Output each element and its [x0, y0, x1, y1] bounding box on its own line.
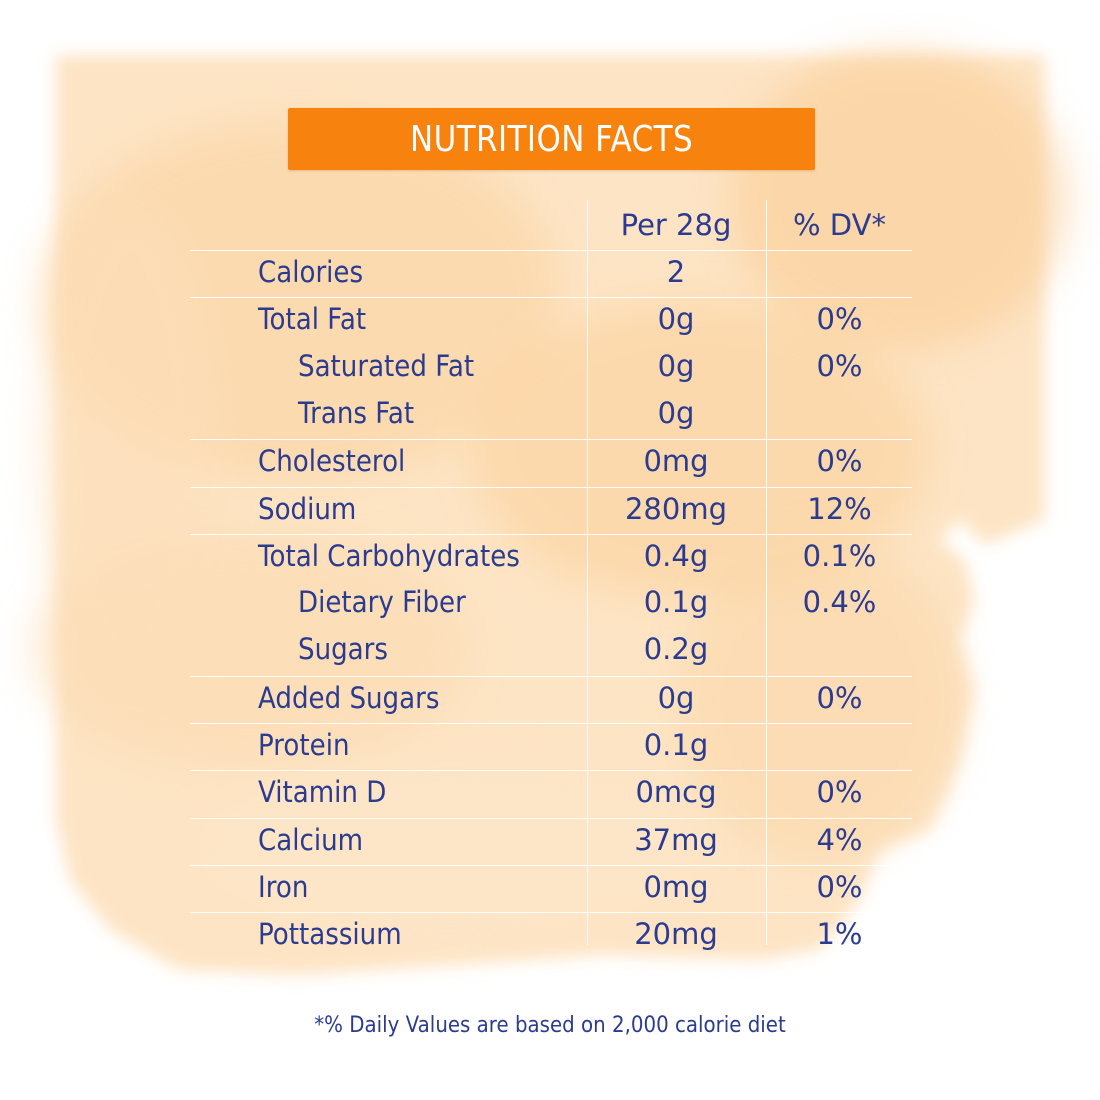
title-banner: NUTRITION FACTS: [288, 108, 815, 170]
nutrient-amount: 0g: [657, 395, 695, 430]
nutrient-amount: 280mg: [624, 491, 727, 526]
per-serving-header: Per 28g: [620, 208, 732, 242]
nutrient-amount: 0mg: [643, 869, 709, 904]
nutrient-amount: 0g: [657, 348, 695, 383]
nutrient-name: Calcium: [258, 822, 364, 857]
nutrient-name: Saturated Fat: [298, 348, 475, 383]
nutrient-daily-value: 0.1%: [802, 538, 877, 573]
nutrient-amount: 20mg: [634, 917, 718, 952]
table-row: Sugars 0.2g: [190, 628, 912, 675]
table-row: Added Sugars 0g 0%: [190, 675, 912, 724]
nutrient-daily-value: 0%: [816, 302, 863, 337]
nutrient-name: Vitamin D: [258, 775, 387, 810]
table-row: Protein 0.1g: [190, 723, 912, 771]
table-row: Cholesterol 0mg 0%: [190, 439, 912, 487]
nutrient-name: Iron: [258, 869, 309, 904]
column-divider: [766, 200, 767, 945]
page-title: NUTRITION FACTS: [409, 118, 694, 160]
nutrient-amount: 0.2g: [643, 632, 709, 667]
nutrient-amount: 0.1g: [643, 585, 709, 620]
nutrient-daily-value: 0%: [816, 680, 863, 715]
nutrient-amount: 2: [666, 255, 686, 289]
nutrient-name: Pottassium: [258, 917, 402, 952]
column-divider: [587, 200, 588, 945]
nutrient-name: Added Sugars: [258, 680, 440, 715]
table-row: Dietary Fiber 0.1g 0.4%: [190, 581, 912, 628]
daily-value-header: % DV*: [793, 208, 886, 242]
table-row: Total Fat 0g 0%: [190, 297, 912, 345]
table-row: Sodium 280mg 12%: [190, 486, 912, 535]
nutrient-daily-value: 0%: [816, 775, 863, 810]
nutrient-name: Sugars: [298, 632, 388, 667]
table-row: Iron 0mg 0%: [190, 864, 912, 913]
nutrient-name: Dietary Fiber: [298, 585, 466, 620]
nutrient-amount: 0.4g: [643, 538, 709, 573]
nutrient-name: Sodium: [258, 491, 357, 526]
nutrient-amount: 37mg: [634, 822, 718, 857]
nutrient-amount: 0g: [657, 302, 695, 337]
table-row: Saturated Fat 0g 0%: [190, 345, 912, 392]
table-row: Pottassium 20mg 1%: [190, 912, 912, 960]
nutrient-amount: 0mcg: [635, 775, 717, 810]
nutrient-daily-value: 0%: [816, 869, 863, 904]
table-row: Calcium 37mg 4%: [190, 817, 912, 866]
nutrient-daily-value: 0%: [816, 348, 863, 383]
nutrient-daily-value: 1%: [816, 917, 863, 952]
nutrient-amount: 0.1g: [643, 728, 709, 762]
table-row: Calories 2: [190, 250, 912, 298]
table-header: Per 28g % DV*: [190, 200, 912, 250]
nutrient-daily-value: 0.4%: [802, 585, 877, 620]
nutrient-name: Calories: [258, 255, 364, 289]
footnote: *% Daily Values are based on 2,000 calor…: [314, 1013, 786, 1038]
nutrient-daily-value: 12%: [807, 491, 872, 526]
table-row: Vitamin D 0mcg 0%: [190, 770, 912, 818]
nutrient-name: Total Fat: [258, 302, 367, 337]
nutrient-name: Total Carbohydrates: [258, 538, 520, 573]
table-row: Total Carbohydrates 0.4g 0.1%: [190, 533, 912, 582]
table-row: Trans Fat 0g: [190, 392, 912, 439]
nutrient-amount: 0g: [657, 680, 695, 715]
nutrient-name: Trans Fat: [298, 395, 415, 430]
nutrient-name: Protein: [258, 728, 350, 762]
nutrient-daily-value: 4%: [816, 822, 863, 857]
nutrient-daily-value: 0%: [816, 444, 863, 479]
nutrient-name: Cholesterol: [258, 444, 406, 479]
nutrient-amount: 0mg: [643, 444, 709, 479]
